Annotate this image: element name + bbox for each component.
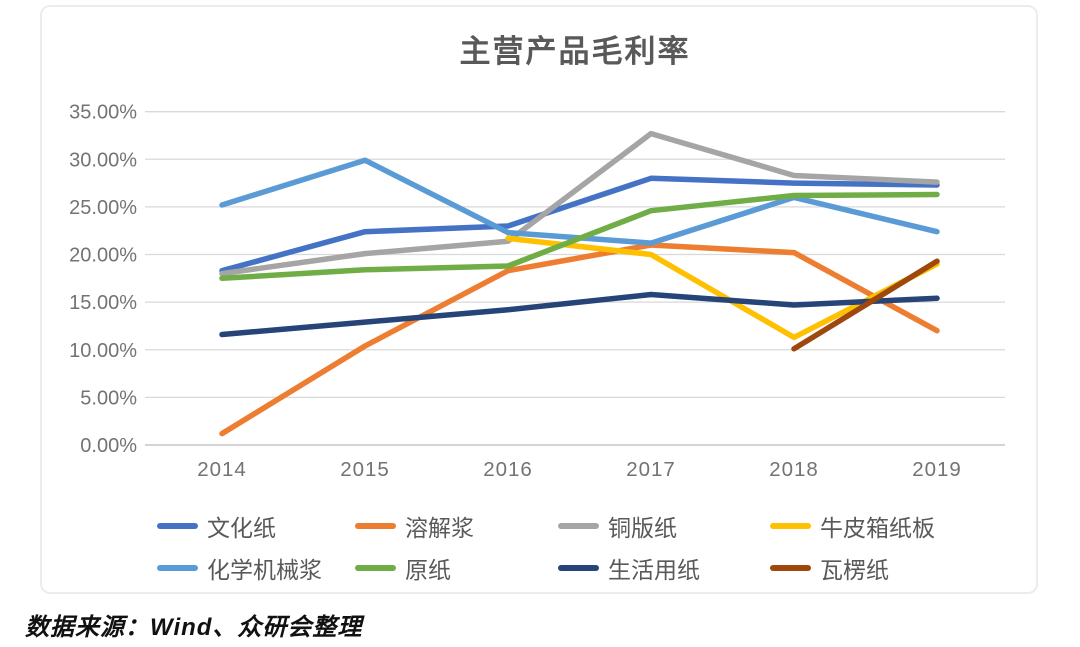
legend-swatch-icon [157,565,198,571]
legend-swatch-icon [558,565,599,571]
y-axis-tick-label: 15.00% [69,292,137,314]
legend-label: 生活用纸 [608,557,700,583]
legend-item-3: 牛皮箱纸板 [770,511,935,541]
y-axis-tick-label: 25.00% [69,197,137,219]
legend-swatch-icon [558,523,599,529]
legend-item-6: 生活用纸 [558,553,770,583]
legend-item-4: 化学机械浆 [157,553,355,583]
legend-swatch-icon [355,523,396,529]
y-axis-tick-label: 5.00% [80,387,137,409]
x-axis-tick-label: 2017 [626,458,676,481]
legend-swatch-icon [157,523,198,529]
legend-swatch-icon [770,523,811,529]
y-axis-tick-label: 20.00% [69,245,137,267]
series-line-0 [219,175,940,274]
legend-label: 原纸 [405,557,451,583]
legend-item-2: 铜版纸 [558,511,770,541]
legend-item-5: 原纸 [355,553,558,583]
legend-swatch-icon [770,565,811,571]
legend-label: 牛皮箱纸板 [820,515,935,541]
x-axis-tick-label: 2015 [340,458,390,481]
series-line-1 [219,242,940,437]
x-axis-tick-label: 2014 [197,458,247,481]
series-line-3 [505,235,940,341]
chart-title: 主营产品毛利率 [459,34,691,69]
data-source-caption: 数据来源：Wind、众研会整理 [25,614,363,641]
legend-label: 溶解浆 [405,515,474,541]
series-line-6 [219,291,940,338]
y-axis-tick-label: 10.00% [69,340,137,362]
series-line-2 [219,130,940,277]
x-axis-tick-label: 2019 [912,458,962,481]
y-axis-tick-label: 0.00% [80,435,137,457]
y-axis-tick-label: 35.00% [69,102,137,124]
legend-label: 化学机械浆 [207,557,322,583]
x-axis-tick-label: 2018 [769,458,819,481]
series-line-7 [791,258,940,352]
legend-label: 铜版纸 [608,515,677,541]
y-axis-tick-label: 30.00% [69,149,137,171]
legend-item-7: 瓦楞纸 [770,553,935,583]
legend-swatch-icon [355,565,396,571]
x-axis-tick-label: 2016 [483,458,533,481]
legend-item-0: 文化纸 [157,511,355,541]
chart-legend: 文化纸 溶解浆 铜版纸 牛皮箱纸板化学机械浆 原纸 生活用纸 瓦楞纸 [157,511,935,583]
legend-label: 文化纸 [207,515,276,541]
legend-label: 瓦楞纸 [820,557,889,583]
series-line-5 [219,191,940,282]
legend-item-1: 溶解浆 [355,511,558,541]
